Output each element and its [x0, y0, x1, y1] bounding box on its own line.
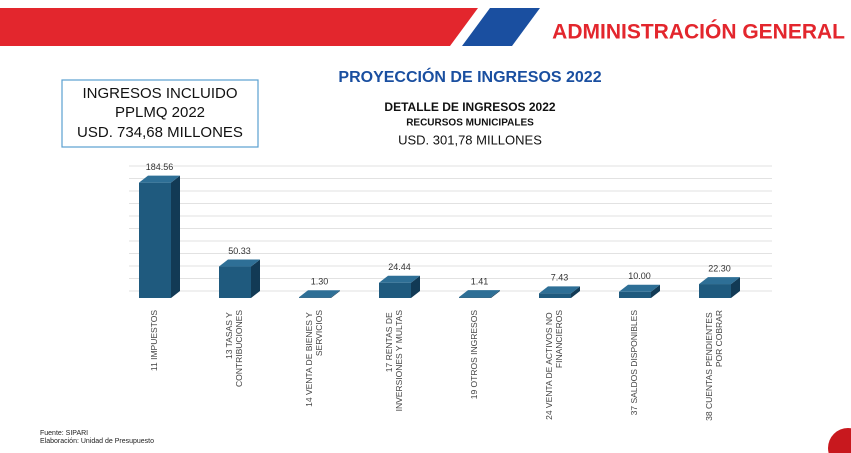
label-line: 13 TASAS Y: [224, 310, 234, 359]
label-line: FINANCIEROS: [554, 310, 564, 368]
footer-credit: Elaboración: Unidad de Presupuesto: [40, 438, 154, 445]
label-line: CONTRIBUCIONES: [234, 310, 244, 387]
label-line: 11 IMPUESTOS: [149, 310, 159, 371]
label-line: 37 SALDOS DISPONIBLES: [629, 310, 639, 416]
chart-title: PROYECCIÓN DE INGRESOS 2022: [338, 67, 601, 86]
bar: [539, 293, 571, 298]
bar-side: [171, 175, 180, 298]
bar: [619, 291, 651, 298]
x-tick-label: 11 IMPUESTOS: [149, 310, 159, 371]
info-box: [61, 79, 259, 148]
bar-top: [299, 290, 340, 298]
x-tick-label: 38 CUENTAS PENDIENTES POR COBRAR: [704, 310, 724, 421]
bar: [699, 284, 731, 298]
chart-subtitle: USD. 301,78 MILLONES: [398, 132, 542, 147]
bar: [139, 182, 171, 298]
bar-side: [731, 277, 740, 298]
bar-top: [459, 290, 500, 298]
bar: [299, 297, 331, 298]
bar-side: [571, 286, 580, 298]
bar-side: [411, 275, 420, 298]
value-label: 22.30: [708, 263, 731, 273]
x-tick-label: 24 VENTA DE ACTIVOS NO FINANCIEROS: [544, 310, 564, 420]
label-line: 19 OTROS INGRESOS: [469, 310, 479, 400]
bar: [379, 282, 411, 298]
header-title: ADMINISTRACIÓN GENERAL: [552, 20, 845, 44]
bar: [459, 297, 491, 298]
box-line: USD. 734,68 MILLONES: [77, 124, 243, 141]
x-tick-label: 37 SALDOS DISPONIBLES: [629, 310, 639, 416]
x-tick-label: 19 OTROS INGRESOS: [469, 310, 479, 400]
bar-top: [619, 284, 660, 292]
bar-top: [539, 286, 580, 294]
bar-top: [219, 259, 260, 267]
header-stripe: [462, 8, 540, 46]
bar-side: [491, 290, 500, 298]
bar-top: [699, 277, 740, 285]
chart-subtitle: RECURSOS MUNICIPALES: [406, 118, 534, 129]
box-line: INGRESOS INCLUIDO: [82, 85, 237, 102]
value-label: 50.33: [228, 246, 251, 256]
footer-source: Fuente: SIPARI: [40, 430, 88, 437]
bar-top: [379, 275, 420, 283]
label-line: 38 CUENTAS PENDIENTES: [704, 310, 714, 421]
header-bar: [0, 8, 490, 46]
value-label: 7.43: [551, 273, 569, 283]
value-label: 1.41: [471, 276, 489, 286]
bar-side: [251, 259, 260, 298]
label-line: 24 VENTA DE ACTIVOS NO: [544, 310, 554, 420]
corner-circle: [828, 428, 851, 453]
chart-subtitle: DETALLE DE INGRESOS 2022: [384, 100, 555, 114]
x-tick-label: 14 VENTA DE BIENES Y SERVICIOS: [304, 310, 324, 407]
value-label: 184.56: [146, 162, 174, 172]
label-line: INVERSIONES Y MULTAS: [394, 310, 404, 412]
label-line: POR COBRAR: [714, 310, 724, 367]
value-label: 1.30: [311, 277, 329, 287]
value-label: 24.44: [388, 262, 411, 272]
label-line: SERVICIOS: [314, 310, 324, 356]
x-tick-label: 17 RENTAS DE INVERSIONES Y MULTAS: [384, 310, 404, 412]
label-line: 17 RENTAS DE: [384, 310, 394, 372]
bar-top: [139, 175, 180, 183]
x-tick-label: 13 TASAS Y CONTRIBUCIONES: [224, 310, 244, 387]
label-line: 14 VENTA DE BIENES Y: [304, 310, 314, 407]
box-line: PPLMQ 2022: [115, 104, 205, 121]
bar-side: [331, 290, 340, 298]
value-label: 10.00: [628, 271, 651, 281]
bar-side: [651, 284, 660, 298]
bar: [219, 266, 251, 298]
